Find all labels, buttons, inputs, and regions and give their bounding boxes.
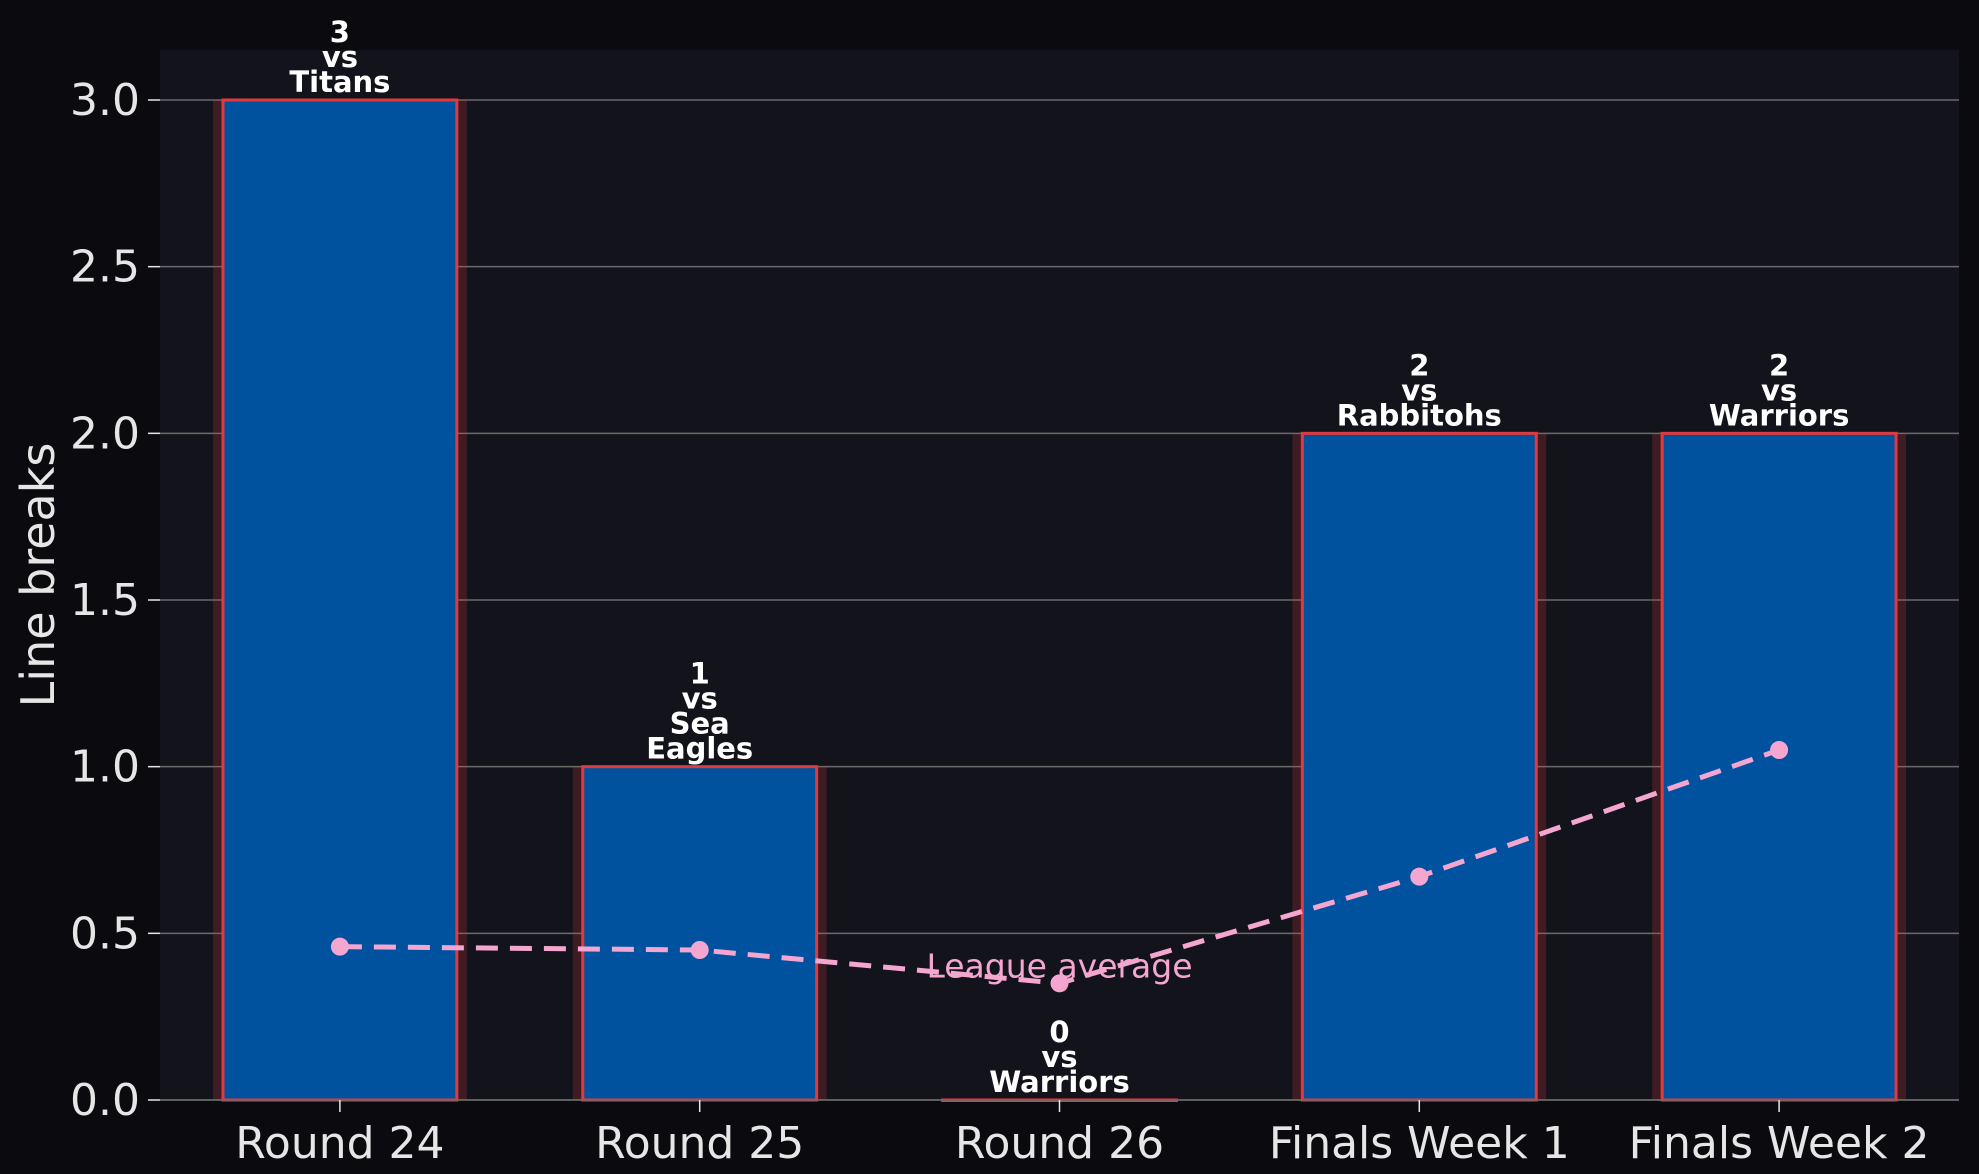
y-tick-label: 2.5: [70, 242, 140, 293]
y-tick-label: 3.0: [70, 75, 140, 126]
bar: [1300, 431, 1538, 1102]
bars: [212, 98, 1907, 1102]
bar-data-label: vs: [1401, 373, 1437, 407]
x-axis: Round 24 Round 25 Round 26 Finals Week 1 Fin…: [235, 1100, 1930, 1169]
bar: [581, 765, 819, 1102]
bar-labels: 3vsTitans1vsSeaEagles0vsWarriors2vsRabbi…: [289, 15, 1849, 1099]
y-tick-label: 1.0: [70, 742, 140, 793]
y-axis-title: Line breaks: [11, 443, 65, 708]
bar: [1660, 431, 1898, 1102]
bar-data-label: 2: [1769, 348, 1789, 382]
y-tick-label: 2.0: [70, 408, 140, 459]
y-tick-label: 0.5: [70, 908, 140, 959]
league-average-point: [1770, 741, 1789, 759]
bar-data-label: Eagles: [646, 732, 753, 766]
league-average-series: [330, 741, 1789, 993]
y-tick-label: 1.5: [70, 575, 140, 626]
bar-data-label: vs: [682, 682, 718, 716]
x-tick-label: Round 26: [955, 1118, 1164, 1169]
bar-data-label: 0: [1049, 1015, 1069, 1049]
bar-data-label: Rabbitohs: [1337, 398, 1502, 432]
x-tick-label: Round 24: [235, 1118, 444, 1169]
bar: [221, 98, 459, 1102]
bar-data-label: vs: [322, 40, 358, 74]
league-average-point: [1050, 974, 1069, 993]
x-tick-label: Finals Week 2: [1629, 1118, 1930, 1169]
bar-data-label: 1: [690, 657, 710, 691]
x-tick-label: Finals Week 1: [1269, 1118, 1570, 1169]
league-average-point: [1410, 867, 1429, 886]
bar-data-label: Sea: [670, 707, 730, 741]
bar-data-label: vs: [1041, 1040, 1077, 1074]
bar-data-label: 2: [1409, 348, 1429, 382]
league-average-label: League average: [926, 946, 1192, 985]
league-average-point: [330, 937, 349, 956]
bar-data-label: Warriors: [989, 1065, 1130, 1099]
bar-data-label: 3: [330, 15, 350, 49]
y-axis: 0.0 0.5 1.0 1.5 2.0 2.5 3.0: [70, 75, 1959, 1126]
plot-area: [160, 50, 1959, 1100]
league-average-point: [690, 941, 709, 959]
bar-data-label: Warriors: [1709, 398, 1850, 432]
bar-data-label: Titans: [289, 65, 390, 99]
x-tick-label: Round 25: [595, 1118, 804, 1169]
bar-data-label: vs: [1761, 373, 1797, 407]
y-tick-label: 0.0: [70, 1075, 140, 1126]
